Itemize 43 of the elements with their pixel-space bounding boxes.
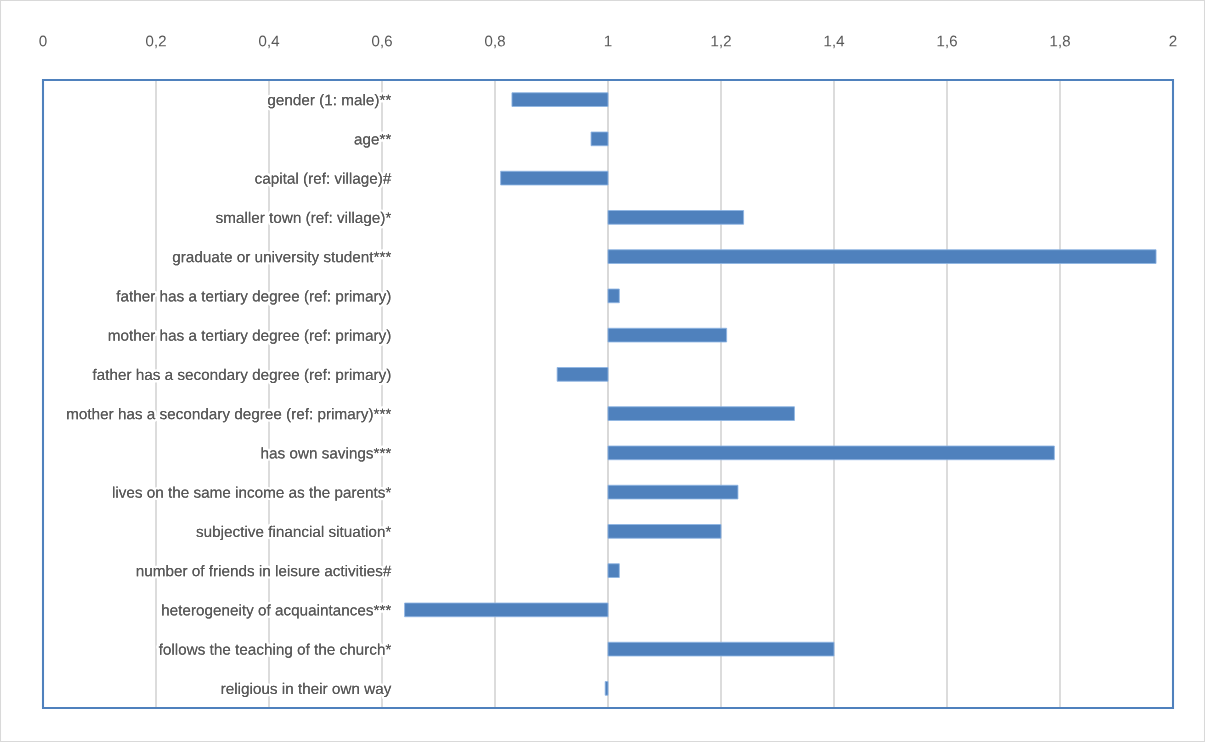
x-tick-label: 0,6 xyxy=(371,35,392,49)
bar xyxy=(607,641,835,657)
x-tick-label: 2 xyxy=(1169,35,1177,47)
y-tick-label: gender (1: male)** xyxy=(268,94,392,109)
bar xyxy=(604,681,609,696)
y-tick-label: subjective financial situation* xyxy=(196,525,392,541)
bar xyxy=(500,170,609,186)
bar xyxy=(607,288,620,304)
bar xyxy=(607,210,745,225)
y-tick-label: has own savings*** xyxy=(261,447,392,462)
x-tick-label: 1,4 xyxy=(824,35,845,49)
y-tick-label: father has a secondary degree (ref: primary) xyxy=(92,368,391,384)
y-tick-label: smaller town (ref: village)* xyxy=(216,211,392,227)
bar xyxy=(607,406,795,421)
bar xyxy=(590,131,609,147)
y-tick-label: follows the teaching of the church* xyxy=(158,643,392,658)
y-tick-label: mother has a secondary degree (ref: primary)*** xyxy=(67,408,392,423)
bar xyxy=(607,445,1055,461)
bar xyxy=(607,563,620,578)
bar xyxy=(607,524,722,539)
x-tick-label: 1 xyxy=(604,35,612,47)
x-tick-label: 1,6 xyxy=(937,35,957,49)
y-tick-label: capital (ref: village)# xyxy=(255,172,392,187)
x-tick-label: 1,2 xyxy=(711,35,731,49)
y-tick-label: lives on the same income as the parents* xyxy=(112,486,392,501)
x-tick-label: 0,2 xyxy=(145,35,166,49)
x-tick-label: 1,8 xyxy=(1050,35,1070,49)
x-tick-label: 0 xyxy=(39,35,47,47)
bar xyxy=(511,92,609,107)
y-tick-label: age** xyxy=(354,133,392,148)
y-tick-label: number of friends in leisure activities# xyxy=(136,565,392,577)
bar xyxy=(607,327,728,343)
y-tick-label: mother has a tertiary degree (ref: primary) xyxy=(108,329,391,344)
y-tick-label: religious in their own way xyxy=(221,682,392,698)
x-tick-label: 0,4 xyxy=(258,35,280,49)
y-tick-label: father has a tertiary degree (ref: primary) xyxy=(116,290,391,305)
x-tick-label: 0,8 xyxy=(484,35,505,49)
bar xyxy=(607,249,1157,264)
bar xyxy=(404,602,609,618)
y-tick-label: heterogeneity of acquaintances*** xyxy=(162,604,392,619)
bar xyxy=(556,367,609,382)
y-tick-label: graduate or university student*** xyxy=(172,251,392,266)
bar xyxy=(607,484,739,500)
